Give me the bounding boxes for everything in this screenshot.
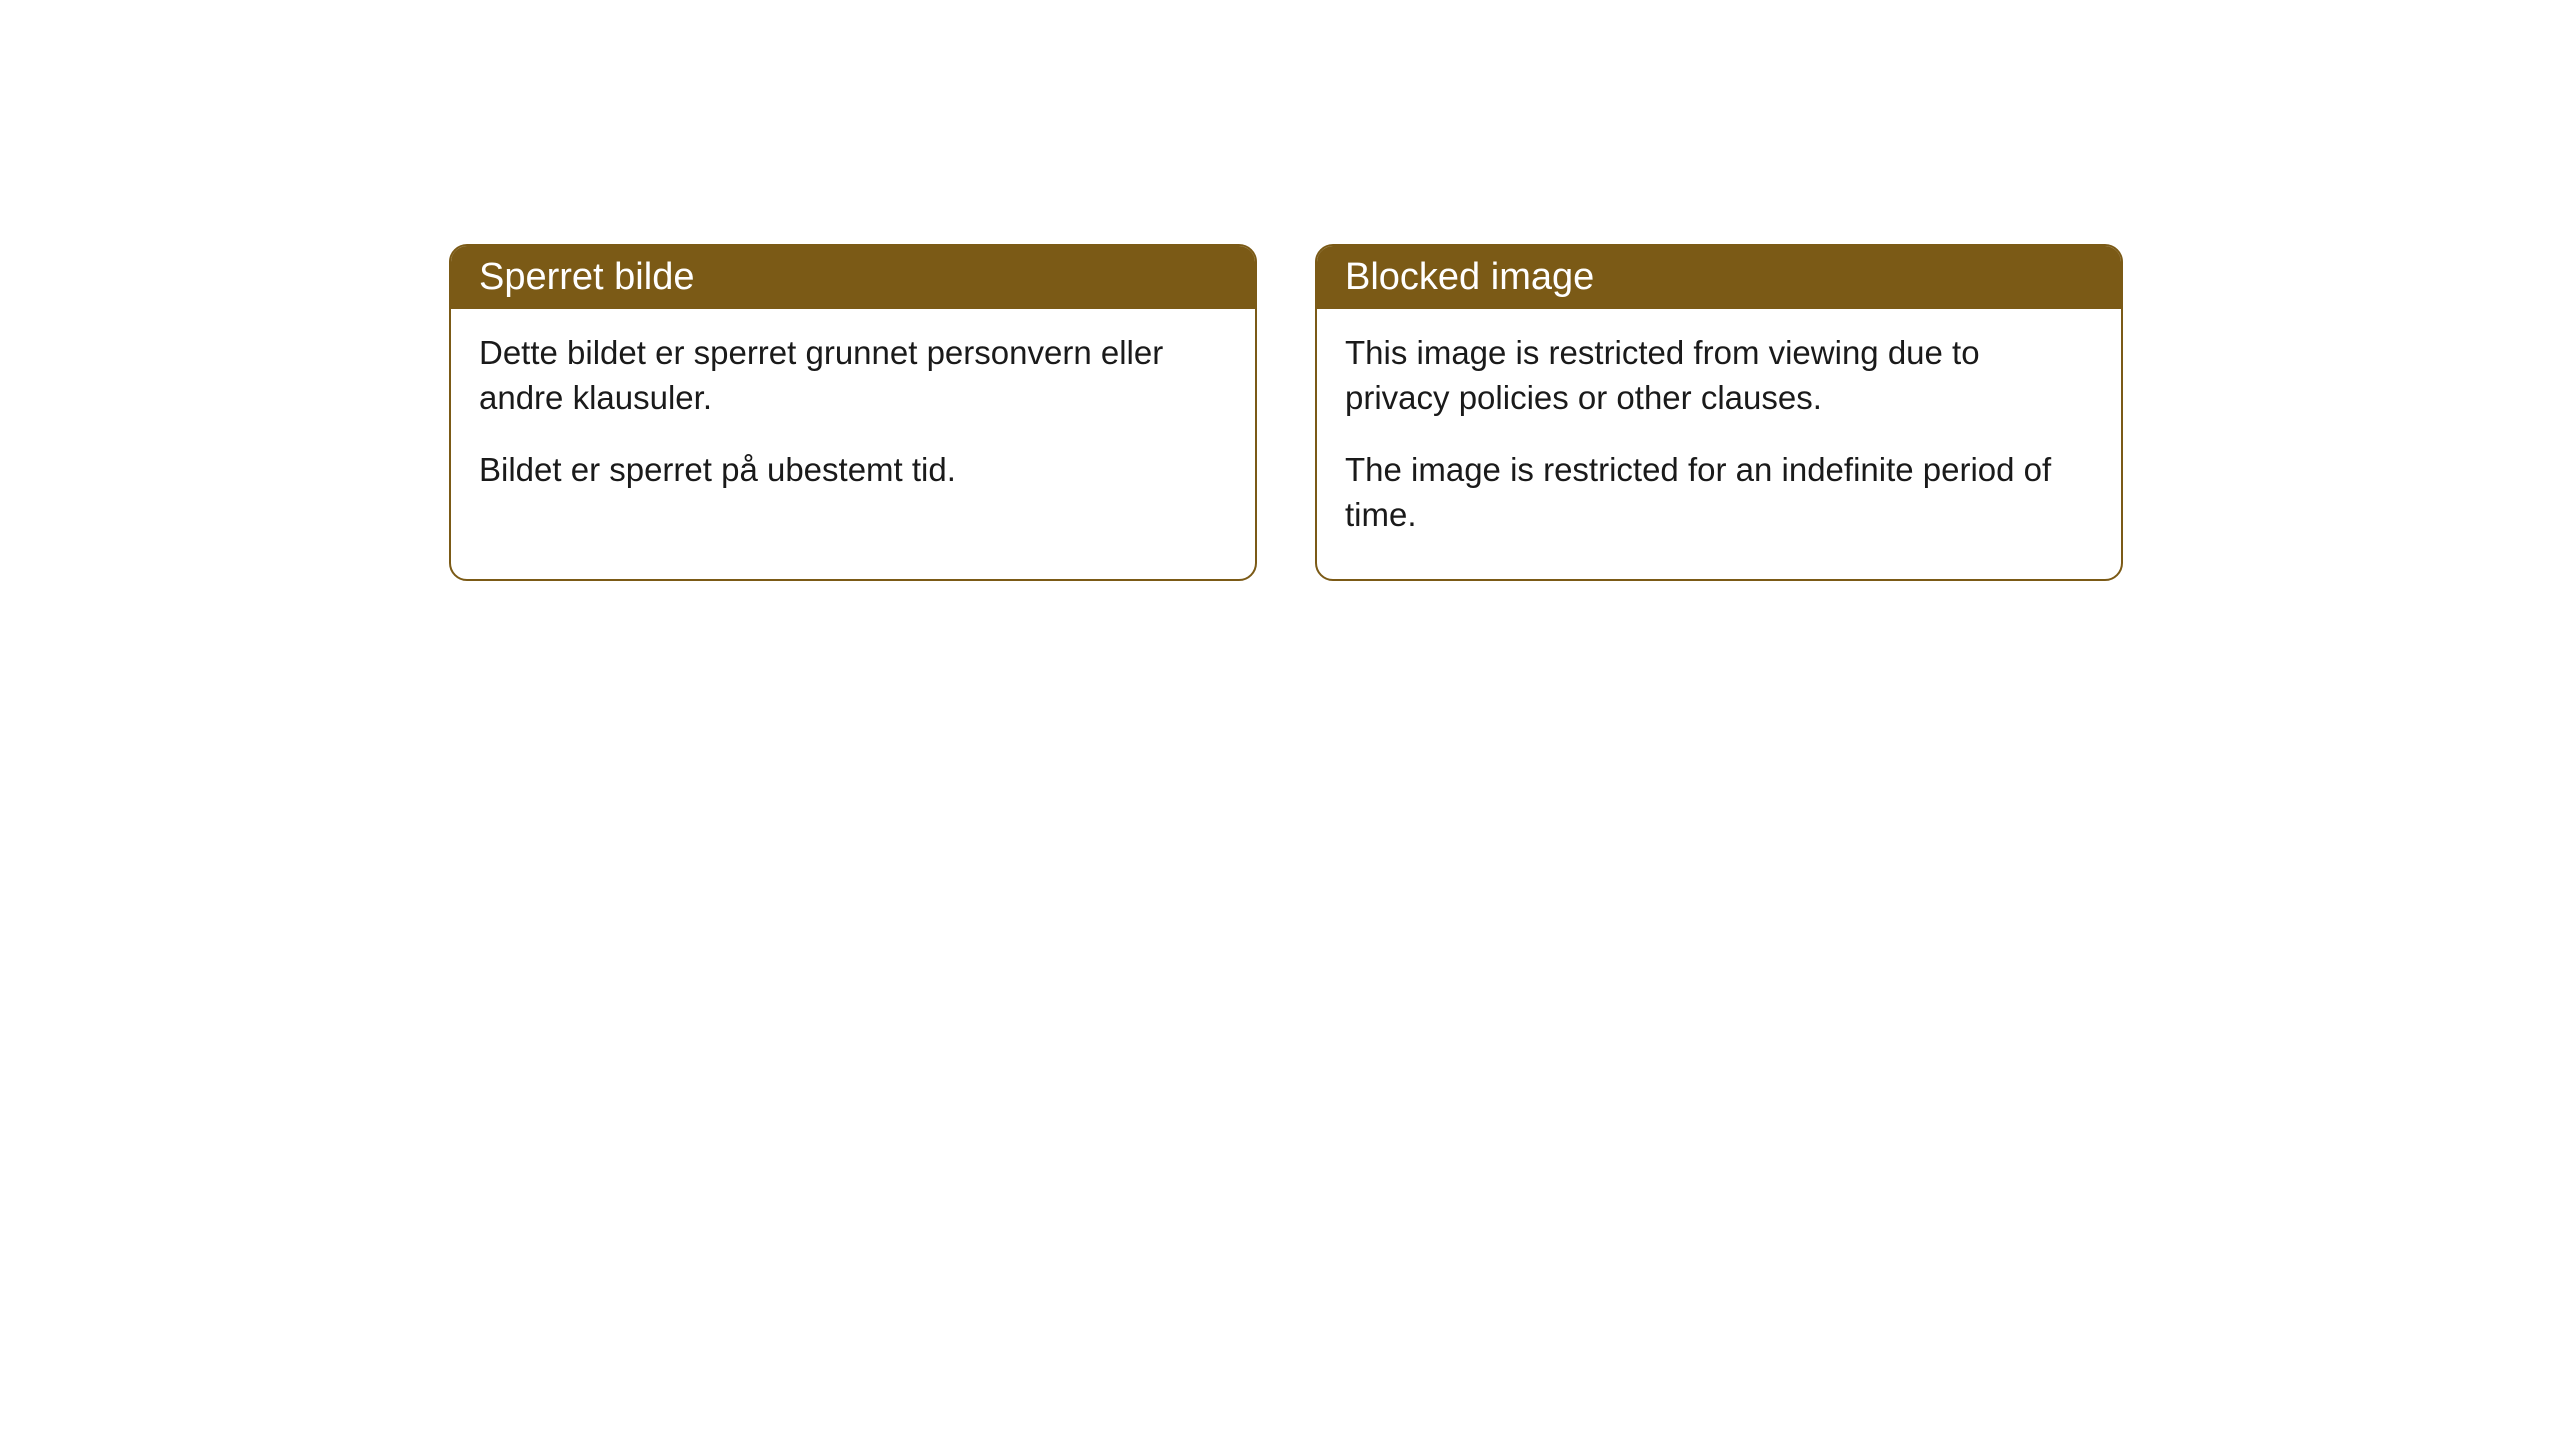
card-paragraph: The image is restricted for an indefinit… <box>1345 448 2093 537</box>
notice-card-english: Blocked image This image is restricted f… <box>1315 244 2123 581</box>
card-header: Sperret bilde <box>451 246 1255 309</box>
card-title: Blocked image <box>1345 256 1594 298</box>
card-header: Blocked image <box>1317 246 2121 309</box>
card-body: Dette bildet er sperret grunnet personve… <box>451 309 1255 535</box>
notice-card-norwegian: Sperret bilde Dette bildet er sperret gr… <box>449 244 1257 581</box>
notice-cards-container: Sperret bilde Dette bildet er sperret gr… <box>0 0 2560 581</box>
card-title: Sperret bilde <box>479 256 694 298</box>
card-body: This image is restricted from viewing du… <box>1317 309 2121 579</box>
card-paragraph: Bildet er sperret på ubestemt tid. <box>479 448 1227 493</box>
card-paragraph: Dette bildet er sperret grunnet personve… <box>479 331 1227 420</box>
card-paragraph: This image is restricted from viewing du… <box>1345 331 2093 420</box>
